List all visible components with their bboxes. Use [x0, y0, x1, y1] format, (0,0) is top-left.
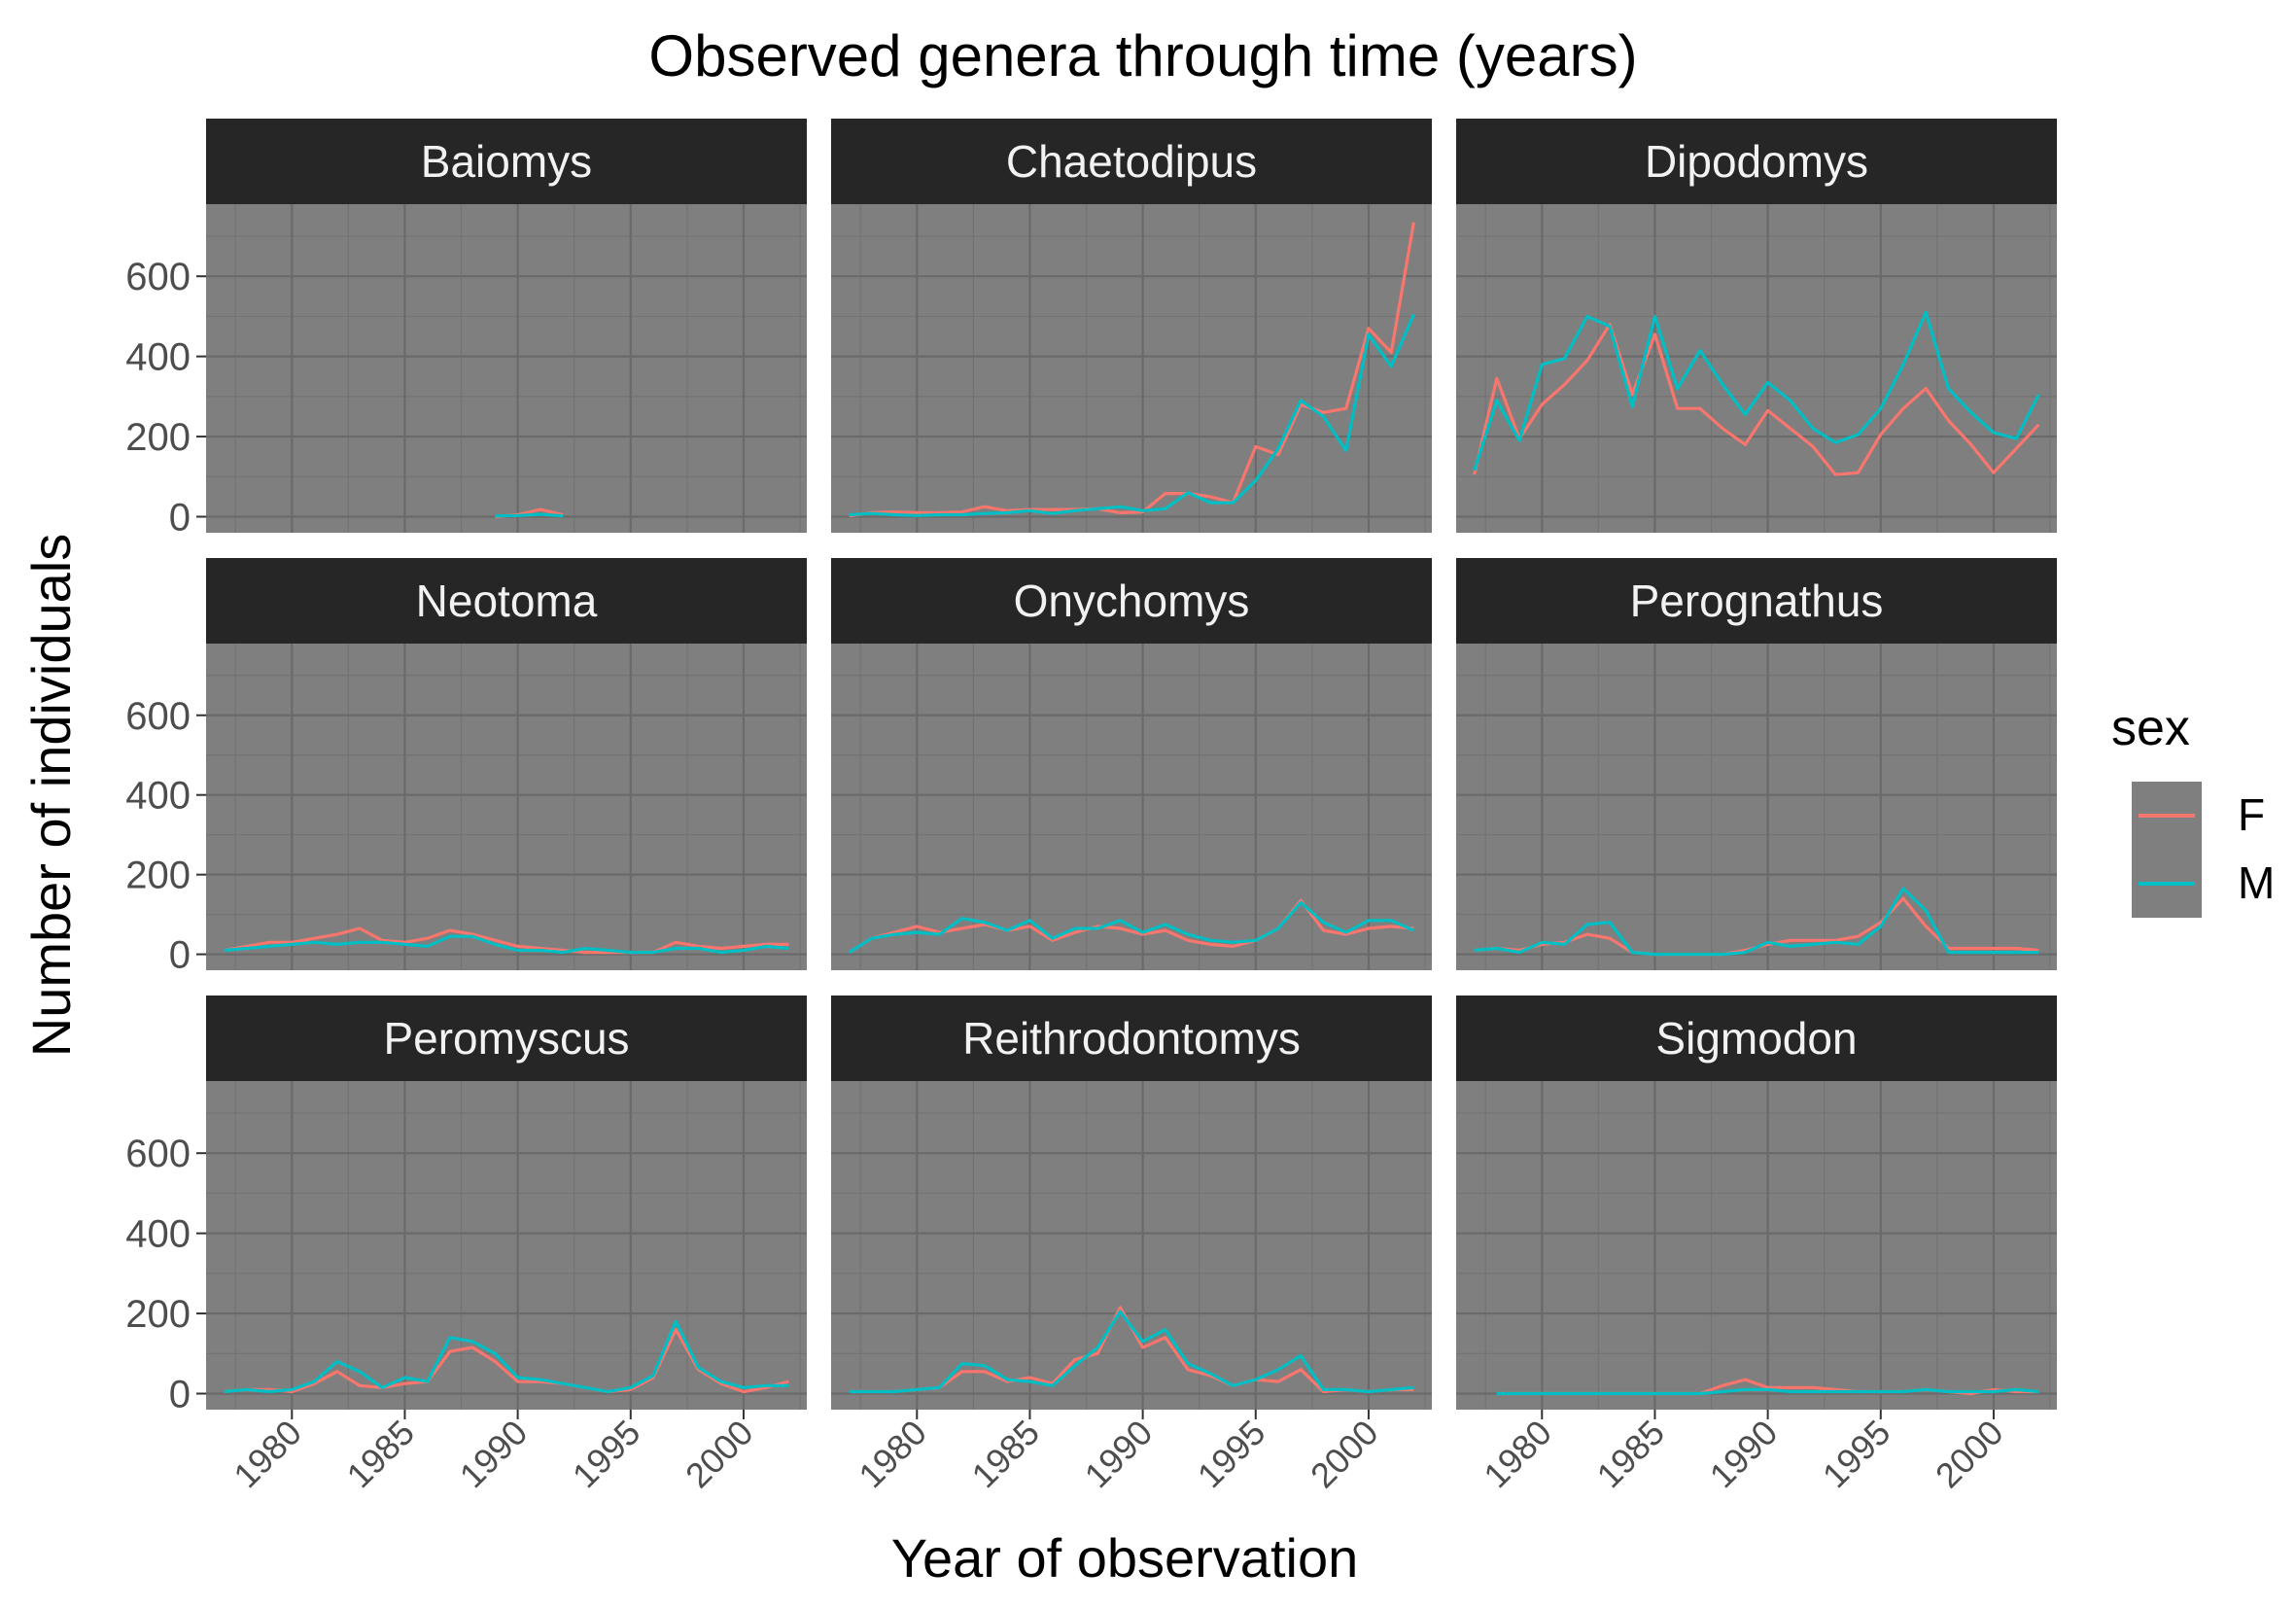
facet-panel: Chaetodipus	[831, 119, 1432, 533]
facet-strip	[831, 558, 1432, 644]
y-tick-label: 0	[169, 934, 191, 977]
facet-panel: Perognathus	[1456, 558, 2057, 970]
facet-label: Dipodomys	[1645, 136, 1868, 187]
x-tick-label: 1985	[963, 1413, 1047, 1496]
facet-panel: Dipodomys	[1456, 119, 2057, 533]
x-tick-label: 1980	[851, 1413, 934, 1496]
x-tick-label: 1990	[452, 1413, 536, 1496]
series-line-M	[848, 900, 1415, 954]
series-line-M	[1473, 310, 2040, 472]
x-tick-label: 2000	[1303, 1413, 1386, 1496]
facet-label: Onychomys	[1014, 576, 1250, 626]
facet-label: Neotoma	[416, 576, 598, 626]
facet-label: Peromyscus	[383, 1013, 629, 1064]
y-tick-label: 600	[125, 256, 191, 298]
facet-panel: Reithrodontomys 1980 1985 1990 1995 2000	[831, 996, 1432, 1495]
x-axis-label: Year of observation	[891, 1527, 1358, 1589]
facet-label: Baiomys	[421, 136, 592, 187]
x-tick-label: 1985	[338, 1413, 422, 1496]
legend-title: sex	[2111, 700, 2190, 756]
y-tick-label: 200	[125, 1293, 191, 1336]
facet-strip	[206, 119, 807, 204]
series-line-M	[1496, 1387, 2039, 1396]
legend: sex FM	[2111, 700, 2275, 918]
facet-strip	[831, 119, 1432, 204]
series-line-M	[849, 1310, 1414, 1394]
facet-label: Reithrodontomys	[962, 1013, 1301, 1064]
x-tick-label: 1980	[1476, 1413, 1559, 1496]
y-tick-label: 400	[125, 336, 191, 379]
panel-background	[1456, 204, 2057, 533]
series-line-M	[224, 1319, 789, 1394]
facet-strip	[1456, 558, 2057, 644]
facet-label: Perognathus	[1630, 576, 1884, 626]
x-tick-label: 2000	[678, 1413, 761, 1496]
y-axis-label: Number of individuals	[20, 534, 82, 1057]
x-tick-label: 1995	[565, 1413, 648, 1496]
x-tick-label: 1990	[1077, 1413, 1161, 1496]
legend-label: M	[2238, 857, 2275, 908]
x-tick-label: 1995	[1190, 1413, 1273, 1496]
facet-label: Sigmodon	[1655, 1013, 1857, 1064]
facet-label: Chaetodipus	[1006, 136, 1257, 187]
facet-strip	[1456, 119, 2057, 204]
facet-panel: Neotoma 0 200 400 600	[125, 558, 807, 977]
y-tick-label: 400	[125, 1213, 191, 1256]
panel-background	[831, 644, 1432, 970]
x-tick-label: 1985	[1588, 1413, 1672, 1496]
panel-background	[1456, 644, 2057, 970]
series-line-F	[849, 222, 1415, 518]
facet-strip	[206, 558, 807, 644]
facet-panel: Sigmodon 1980 1985 1990 1995 2000	[1456, 996, 2057, 1495]
y-tick-label: 400	[125, 775, 191, 818]
panel-background	[206, 1081, 807, 1410]
x-tick-label: 2000	[1928, 1413, 2011, 1496]
y-tick-label: 0	[169, 1374, 191, 1416]
legend-label: F	[2238, 789, 2265, 840]
panel-background	[206, 204, 807, 533]
facet-panel: Baiomys 0 200 400 600	[125, 119, 807, 540]
y-tick-label: 600	[125, 1133, 191, 1175]
series-line-F	[224, 926, 789, 955]
facet-strip	[206, 996, 807, 1081]
facet-panels: Baiomys 0 200 400 600 Chaetodipus Dipodomys Neo…	[125, 119, 2057, 1495]
y-tick-label: 0	[169, 497, 191, 540]
facet-panel: Peromyscus 0 200 400 600 1980 1985 1990 1995 2000	[125, 996, 807, 1495]
panel-background	[1456, 1081, 2057, 1410]
panel-background	[831, 204, 1432, 533]
x-tick-label: 1990	[1702, 1413, 1786, 1496]
series-line-M	[224, 934, 789, 955]
facet-strip	[831, 996, 1432, 1081]
series-line-F	[1473, 323, 2040, 476]
series-line-M	[1474, 887, 2039, 957]
x-tick-label: 1995	[1815, 1413, 1898, 1496]
series-line-M	[849, 313, 1415, 517]
facet-strip	[1456, 996, 2057, 1081]
x-tick-label: 1980	[226, 1413, 309, 1496]
series-line-M	[495, 512, 564, 518]
facet-panel: Onychomys	[831, 558, 1432, 970]
y-tick-label: 200	[125, 855, 191, 897]
y-tick-label: 200	[125, 416, 191, 459]
panel-background	[831, 1081, 1432, 1410]
chart-title: Observed genera through time (years)	[648, 23, 1637, 88]
y-tick-label: 600	[125, 695, 191, 738]
panel-background	[206, 644, 807, 970]
